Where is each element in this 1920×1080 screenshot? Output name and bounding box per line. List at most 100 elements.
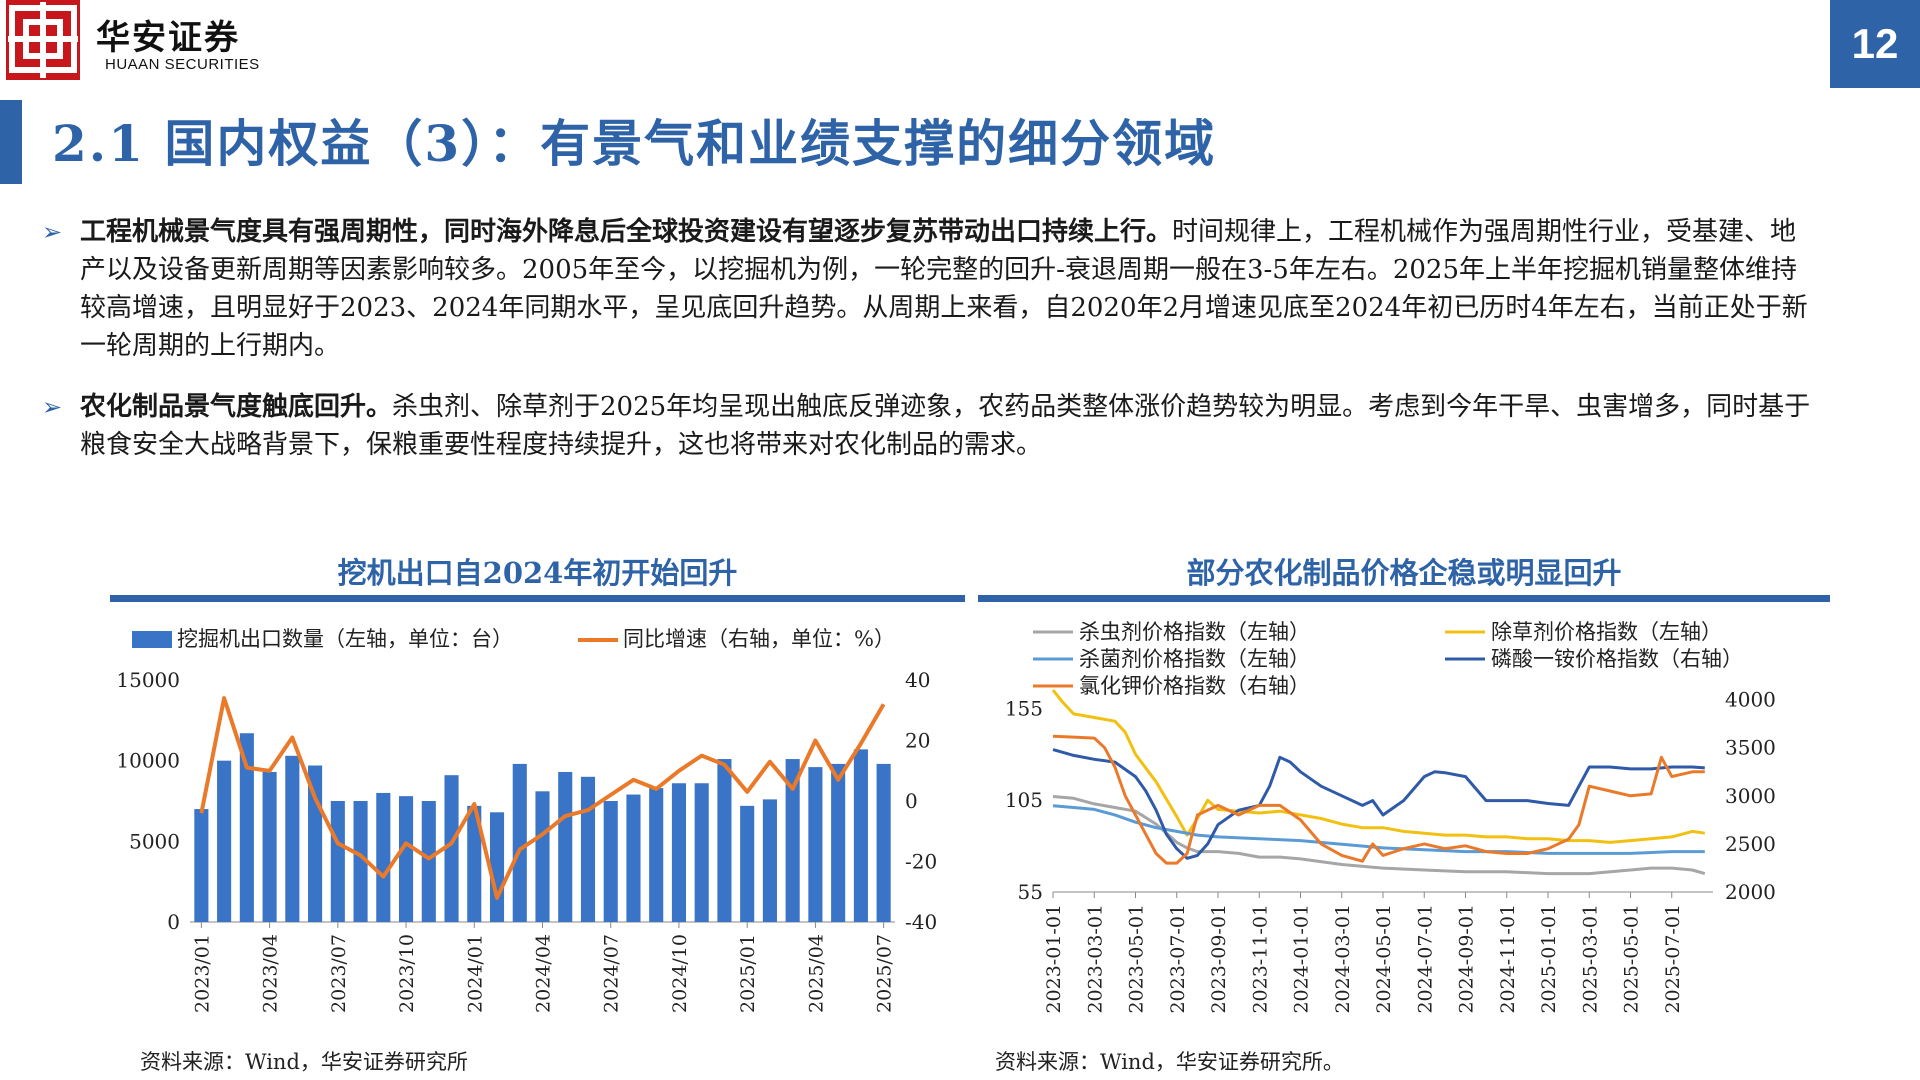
y-right-tick-label: 3000 (1725, 784, 1776, 808)
bar-mark (671, 783, 687, 922)
x-tick-label: 2025-05-01 (1621, 904, 1643, 1014)
bar-mark (376, 792, 391, 922)
x-tick-label: 2024-01-01 (1291, 904, 1313, 1014)
chart-1-source: 资料来源：Wind，华安证券研究所 (140, 1050, 468, 1074)
x-tick-label: 2023-03-01 (1084, 904, 1106, 1014)
bar-mark (876, 763, 891, 922)
legend-label: 磷酸一铵价格指数（右轴） (1491, 647, 1743, 671)
x-tick-label: 2024/04 (533, 934, 555, 1013)
x-tick-label: 2023-05-01 (1126, 904, 1148, 1014)
y-left-tick-label: 55 (1018, 880, 1043, 904)
chart-2-title: 部分农化制品价格企稳或明显回升 (1186, 556, 1622, 590)
chart-2-source: 资料来源：Wind，华安证券研究所。 (995, 1050, 1344, 1074)
bar-mark (762, 799, 777, 922)
series-line (1052, 734, 1705, 865)
bar-mark (262, 771, 277, 922)
bar-mark (558, 771, 573, 922)
chart-1-title: 挖机出口自2024年初开始回升 (337, 556, 738, 590)
x-tick-label: 2024-03-01 (1332, 904, 1354, 1014)
y-left-tick-label: 155 (1005, 696, 1043, 720)
page-title: 2.1 国内权益（3）：有景气和业绩支撑的细分领域 (52, 114, 1217, 173)
arrow-bullet-icon: ➢ (42, 393, 63, 421)
series-line (1052, 795, 1706, 876)
y-left-tick-label: 15000 (116, 668, 180, 692)
arrow-bullet-icon: ➢ (42, 218, 63, 246)
y-left-tick-label: 105 (1005, 788, 1043, 812)
x-tick-label: 2023-11-01 (1249, 904, 1271, 1014)
page-number: 12 (1830, 0, 1920, 88)
x-tick-label: 2024-09-01 (1456, 904, 1478, 1014)
series-line (1052, 804, 1705, 855)
excavator-export-chart: 挖掘机出口数量（左轴，单位：台） 同比增速（右轴，单位：%） 0 5000 10000 1… (116, 627, 937, 1013)
x-tick-label: 2023-09-01 (1208, 904, 1230, 1014)
x-tick-label: 2024-11-01 (1497, 904, 1519, 1014)
y-right-tick-label: -40 (905, 910, 937, 934)
x-tick-label: 2025-01-01 (1538, 904, 1560, 1014)
bullet-bold-text: 工程机械景气度具有强周期性，同时海外降息后全球投资建设有望逐步复苏带动出口持续上… (80, 217, 1173, 247)
bar-mark (330, 801, 345, 922)
agrochemical-price-chart: 杀虫剂价格指数（左轴） 除草剂价格指数（左轴） 杀菌剂价格指数（左轴） 磷酸一铵价格指… (1005, 620, 1776, 1014)
bar-mark (694, 783, 709, 922)
series-line (1052, 748, 1705, 860)
bar-mark (353, 801, 368, 922)
bullet-body-text: 时间规律上，工程机械作为强周期性行业，受基建、地产以及设备更新周期等因素影响较多… (80, 217, 1808, 361)
y-right-tick-label: 2500 (1725, 832, 1776, 856)
bar-mark (740, 805, 755, 922)
bar-mark (603, 801, 618, 922)
y-right-tick-label: 3500 (1725, 736, 1776, 760)
chart-2-title-rule (978, 595, 1830, 602)
x-tick-label: 2025/01 (737, 934, 759, 1013)
y-right-tick-label: 40 (905, 668, 930, 692)
x-tick-label: 2025-07-01 (1662, 904, 1684, 1014)
bar-mark (467, 805, 482, 922)
y-right-tick-label: 0 (905, 789, 918, 813)
bar-mark (853, 749, 868, 922)
x-tick-label: 2023/07 (328, 934, 350, 1013)
bar-mark (808, 767, 823, 922)
y-left-tick-label: 0 (167, 910, 180, 934)
bullet-paragraph-2: ➢ 农化制品景气度触底回升。杀虫剂、除草剂于2025年均呈现出触底反弹迹象，农药… (42, 388, 1812, 464)
bullet-bold-text: 农化制品景气度触底回升。 (80, 392, 393, 422)
legend-label: 除草剂价格指数（左轴） (1491, 620, 1722, 644)
x-tick-label: 2023-01-01 (1043, 904, 1065, 1014)
brand-name-en: HUAAN SECURITIES (105, 56, 260, 73)
x-tick-label: 2024/07 (601, 934, 623, 1013)
legend-label: 杀菌剂价格指数（左轴） (1079, 647, 1310, 671)
bar-mark (194, 809, 209, 922)
bar-mark (421, 801, 436, 922)
bullet-text: 工程机械景气度具有强周期性，同时海外降息后全球投资建设有望逐步复苏带动出口持续上… (80, 213, 1812, 365)
bullet-paragraph-1: ➢ 工程机械景气度具有强周期性，同时海外降息后全球投资建设有望逐步复苏带动出口持… (42, 213, 1812, 365)
bar-mark (285, 755, 300, 922)
y-left-tick-label: 10000 (116, 749, 180, 773)
bar-mark (649, 788, 664, 922)
legend-label-bar: 挖掘机出口数量（左轴，单位：台） (177, 627, 513, 651)
bar-mark (831, 763, 846, 922)
y-left-tick-label: 5000 (129, 829, 180, 853)
x-tick-label: 2023/10 (396, 934, 418, 1013)
bar-mark (217, 760, 232, 922)
bar-mark (717, 759, 732, 922)
bullet-body-text: 杀虫剂、除草剂于2025年均呈现出触底反弹迹象，农药品类整体涨价趋势较为明显。考… (80, 392, 1811, 460)
series-line (1051, 689, 1706, 844)
y-right-tick-label: 4000 (1725, 688, 1776, 712)
bar-mark (626, 794, 641, 922)
x-tick-label: 2025/07 (874, 934, 896, 1013)
x-tick-label: 2024/10 (669, 934, 691, 1013)
bar-mark (580, 776, 596, 922)
x-tick-label: 2024-07-01 (1414, 904, 1436, 1014)
x-tick-label: 2023-07-01 (1167, 904, 1189, 1014)
x-tick-label: 2025/04 (805, 934, 827, 1013)
huaan-logo (6, 0, 80, 80)
y-right-tick-label: 20 (905, 729, 930, 753)
y-right-tick-label: 2000 (1725, 880, 1776, 904)
bar-mark (785, 759, 800, 922)
legend-swatch-bar (132, 631, 172, 648)
y-right-tick-label: -20 (905, 850, 937, 874)
bullet-text: 农化制品景气度触底回升。杀虫剂、除草剂于2025年均呈现出触底反弹迹象，农药品类… (80, 388, 1812, 464)
chart-1-title-rule (110, 595, 965, 602)
bar-mark (512, 763, 527, 922)
x-tick-label: 2024-05-01 (1373, 904, 1395, 1014)
logo-mark-icon (8, 2, 78, 78)
legend-label-line: 同比增速（右轴，单位：%） (623, 627, 895, 651)
x-tick-label: 2025-03-01 (1579, 904, 1601, 1014)
